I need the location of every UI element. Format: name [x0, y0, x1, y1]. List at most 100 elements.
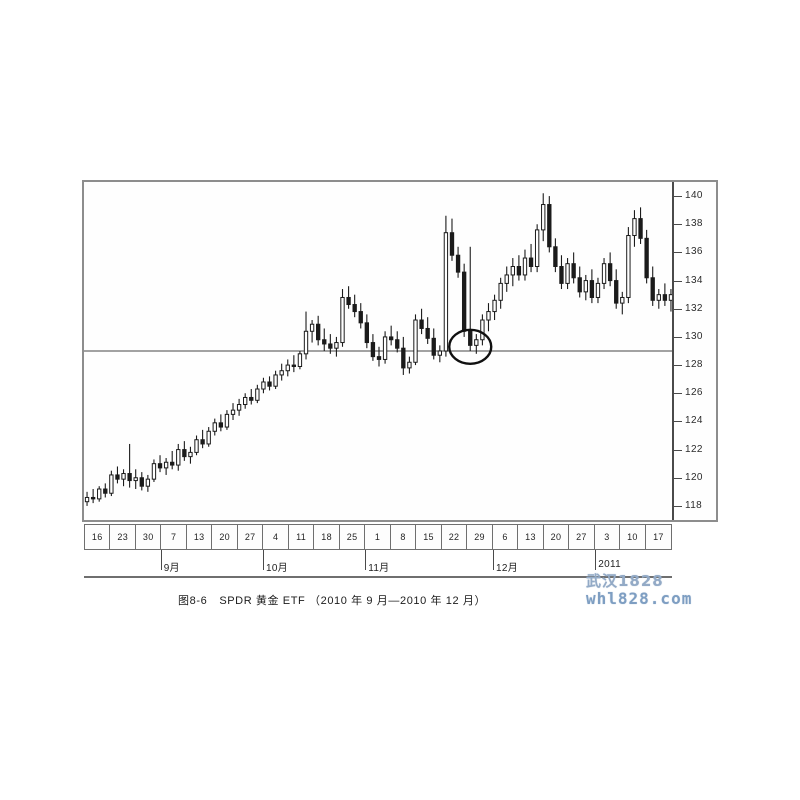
candle [425, 317, 430, 344]
candle [316, 315, 321, 346]
date-axis-cell: 20 [543, 525, 570, 549]
month-tick [365, 550, 367, 570]
candle [291, 355, 297, 373]
date-axis-cell: 17 [645, 525, 672, 549]
candle [395, 331, 400, 353]
candle [547, 196, 552, 253]
candle [589, 269, 595, 304]
candle [571, 252, 576, 284]
candle [285, 359, 290, 377]
candle [352, 294, 357, 318]
candle [437, 345, 442, 363]
date-axis-cell: 27 [237, 525, 264, 549]
candle [297, 351, 303, 370]
candle [176, 443, 181, 471]
candle [559, 255, 564, 290]
price-tick [672, 365, 682, 367]
candle [607, 252, 613, 287]
candle [565, 258, 570, 290]
date-axis-cell: 23 [110, 525, 136, 549]
price-axis-line [672, 182, 674, 520]
price-tick [672, 393, 682, 395]
candle [522, 249, 528, 281]
candle [480, 314, 485, 346]
candle [243, 393, 248, 409]
candle [334, 336, 339, 357]
month-label: 10月 [265, 563, 288, 574]
candle [328, 334, 333, 354]
candle [170, 450, 175, 470]
candle [303, 311, 309, 360]
candle [510, 258, 515, 287]
candle [261, 377, 266, 394]
date-axis-cell: 1 [365, 525, 391, 549]
date-axis-cell: 27 [569, 525, 595, 549]
candle [626, 227, 631, 304]
watermark-url-text: whl828.com [586, 588, 693, 608]
price-tick-label: 120 [685, 471, 703, 483]
candle [553, 238, 558, 273]
month-label: 2011 [598, 559, 622, 570]
date-axis-cell: 16 [85, 525, 111, 549]
candle [358, 303, 363, 329]
date-axis-cell: 7 [161, 525, 187, 549]
candle [662, 283, 668, 306]
watermark-cn-text: 武汉1828 [586, 572, 664, 590]
candle [455, 246, 461, 278]
candle [468, 246, 473, 351]
candle [595, 277, 601, 304]
date-axis-cell: 4 [263, 525, 289, 549]
candle [431, 328, 436, 360]
candle [583, 274, 588, 301]
candle [90, 489, 96, 504]
month-tick [160, 550, 162, 570]
candle [614, 269, 619, 309]
price-tick [672, 505, 682, 507]
candle [541, 193, 546, 242]
candle [212, 418, 217, 436]
candle [516, 255, 522, 281]
date-axis-cell: 20 [212, 525, 238, 549]
candle [443, 215, 449, 357]
month-label: 12月 [496, 563, 519, 574]
candle [370, 334, 376, 361]
candle [376, 346, 382, 367]
candle [84, 491, 90, 506]
candle [151, 459, 157, 482]
price-tick-label: 136 [685, 246, 703, 258]
price-tick-label: 132 [685, 302, 703, 314]
candle [194, 435, 199, 456]
month-tick [493, 550, 495, 570]
candle [249, 389, 254, 405]
price-tick [672, 336, 682, 338]
month-label: 11月 [368, 563, 390, 574]
candle [656, 289, 661, 309]
candle [182, 441, 187, 461]
candle [498, 277, 503, 309]
price-tick-label: 138 [685, 218, 703, 230]
candle [255, 384, 260, 404]
date-axis-cell: 22 [441, 525, 468, 549]
candle [577, 266, 582, 298]
candle [218, 414, 224, 432]
candle [109, 470, 114, 497]
month-tick [262, 550, 264, 570]
price-tick [672, 280, 682, 282]
candle [279, 363, 284, 381]
watermark: 武汉1828 whl828.com [586, 572, 693, 608]
candle [188, 446, 193, 464]
candle [115, 466, 120, 484]
candle [200, 429, 205, 449]
figure-caption-number: 图8-6 [178, 595, 208, 607]
candle [121, 469, 126, 487]
candle [504, 266, 509, 292]
candle [638, 207, 643, 244]
date-axis-cell: 8 [390, 525, 417, 549]
candle [364, 314, 370, 349]
candle [273, 370, 278, 390]
date-axis-cell: 30 [135, 525, 162, 549]
candle [127, 443, 132, 488]
annotation-ellipse [448, 328, 493, 365]
month-axis-strip: 9月 10月 11月 12月 2011 [84, 550, 672, 578]
price-tick-label: 126 [685, 387, 703, 399]
